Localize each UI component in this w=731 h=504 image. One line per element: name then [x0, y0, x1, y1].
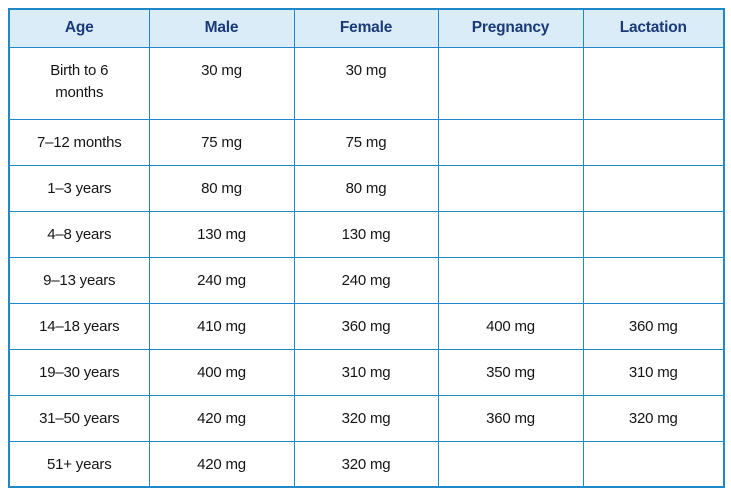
- table-row: 51+ years 420 mg 320 mg: [8, 440, 725, 488]
- nutrient-intake-table: Age Male Female Pregnancy Lactation Birt…: [8, 8, 725, 488]
- header-cell-male: Male: [148, 8, 295, 48]
- female-cell: 360 mg: [293, 302, 439, 350]
- female-cell: 320 mg: [293, 440, 439, 488]
- lactation-cell: 310 mg: [582, 348, 725, 396]
- female-cell: 130 mg: [293, 210, 439, 258]
- age-cell: 31–50 years: [8, 394, 150, 442]
- female-cell: 320 mg: [293, 394, 439, 442]
- table-row: 1–3 years 80 mg 80 mg: [8, 164, 725, 212]
- lactation-cell: [582, 164, 725, 212]
- pregnancy-cell: [437, 46, 584, 120]
- pregnancy-cell: [437, 256, 584, 304]
- male-cell: 75 mg: [148, 118, 295, 166]
- age-cell: 9–13 years: [8, 256, 150, 304]
- male-cell: 410 mg: [148, 302, 295, 350]
- table-row: 9–13 years 240 mg 240 mg: [8, 256, 725, 304]
- male-cell: 400 mg: [148, 348, 295, 396]
- age-cell: 51+ years: [8, 440, 150, 488]
- header-cell-age: Age: [8, 8, 150, 48]
- female-cell: 240 mg: [293, 256, 439, 304]
- male-cell: 420 mg: [148, 440, 295, 488]
- female-cell: 75 mg: [293, 118, 439, 166]
- lactation-cell: [582, 210, 725, 258]
- pregnancy-cell: [437, 210, 584, 258]
- female-cell: 80 mg: [293, 164, 439, 212]
- pregnancy-cell: [437, 164, 584, 212]
- pregnancy-cell: [437, 118, 584, 166]
- lactation-cell: 360 mg: [582, 302, 725, 350]
- header-cell-lactation: Lactation: [582, 8, 725, 48]
- pregnancy-cell: 350 mg: [437, 348, 584, 396]
- male-cell: 240 mg: [148, 256, 295, 304]
- age-cell: 19–30 years: [8, 348, 150, 396]
- table-row: Birth to 6 months 30 mg 30 mg: [8, 46, 725, 120]
- age-cell: 4–8 years: [8, 210, 150, 258]
- male-cell: 420 mg: [148, 394, 295, 442]
- lactation-cell: 320 mg: [582, 394, 725, 442]
- female-cell: 310 mg: [293, 348, 439, 396]
- pregnancy-cell: 400 mg: [437, 302, 584, 350]
- table-row: 7–12 months 75 mg 75 mg: [8, 118, 725, 166]
- age-cell: 1–3 years: [8, 164, 150, 212]
- age-cell: Birth to 6 months: [8, 46, 150, 120]
- table-row: 4–8 years 130 mg 130 mg: [8, 210, 725, 258]
- lactation-cell: [582, 118, 725, 166]
- lactation-cell: [582, 440, 725, 488]
- age-cell: 14–18 years: [8, 302, 150, 350]
- pregnancy-cell: [437, 440, 584, 488]
- pregnancy-cell: 360 mg: [437, 394, 584, 442]
- header-row: Age Male Female Pregnancy Lactation: [8, 8, 725, 48]
- header-cell-female: Female: [293, 8, 439, 48]
- table-row: 19–30 years 400 mg 310 mg 350 mg 310 mg: [8, 348, 725, 396]
- male-cell: 30 mg: [148, 46, 295, 120]
- table-row: 31–50 years 420 mg 320 mg 360 mg 320 mg: [8, 394, 725, 442]
- male-cell: 80 mg: [148, 164, 295, 212]
- header-cell-pregnancy: Pregnancy: [437, 8, 584, 48]
- age-cell: 7–12 months: [8, 118, 150, 166]
- lactation-cell: [582, 256, 725, 304]
- lactation-cell: [582, 46, 725, 120]
- female-cell: 30 mg: [293, 46, 439, 120]
- male-cell: 130 mg: [148, 210, 295, 258]
- table-row: 14–18 years 410 mg 360 mg 400 mg 360 mg: [8, 302, 725, 350]
